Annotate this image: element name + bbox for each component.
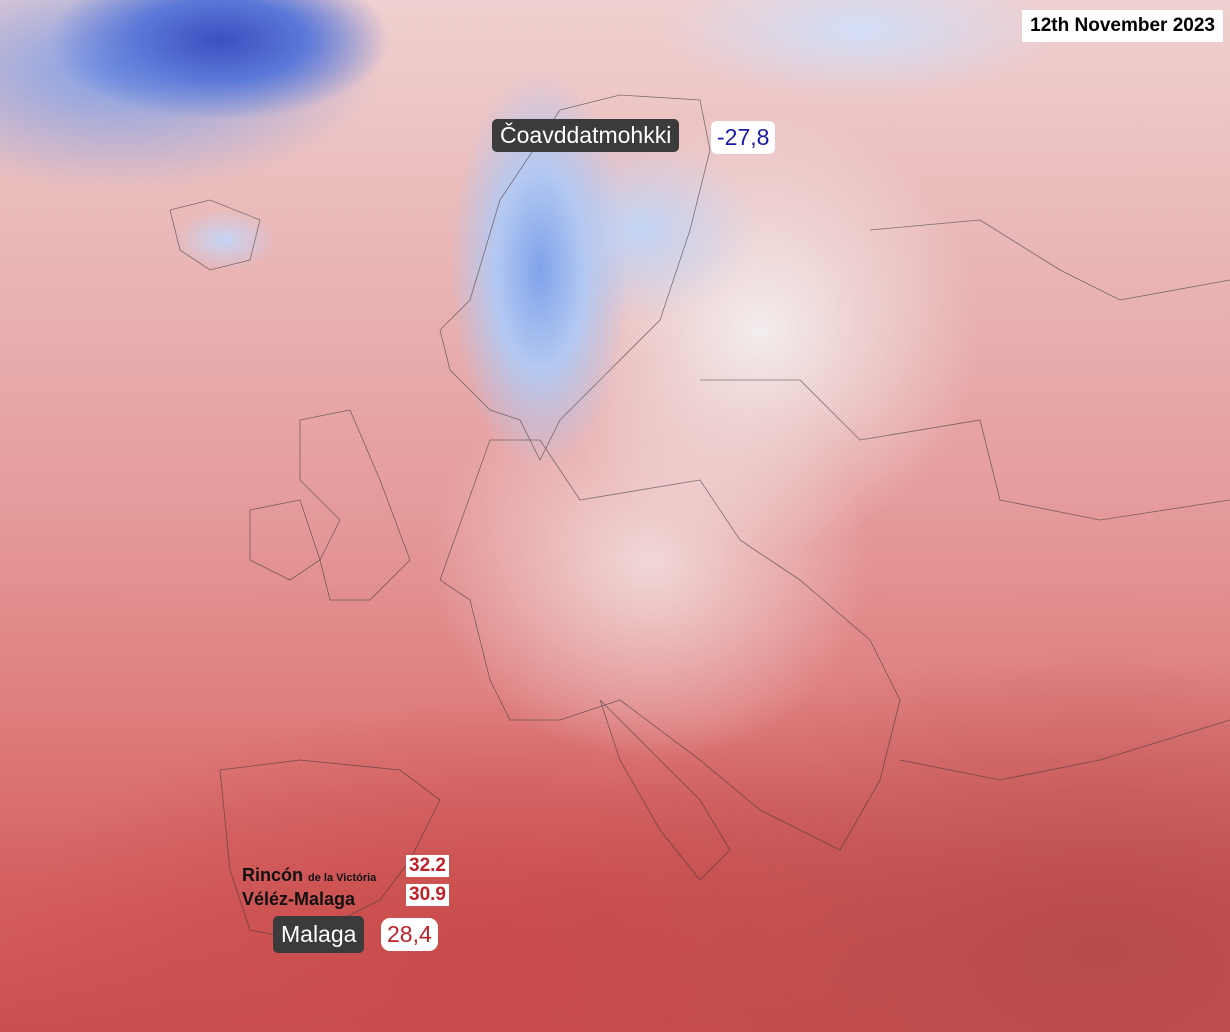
location-label-coldest: Čoavddatmohkki (492, 119, 680, 152)
town-name: Rincón (242, 865, 303, 885)
value-label-malaga: 28,4 (381, 918, 438, 951)
town-label-rincon: Rincón de la Victória (242, 865, 376, 886)
town-label-velez: Véléz-Malaga (242, 889, 356, 909)
value-label-rincon: 32.2 (406, 855, 449, 877)
value-label-coldest: -27,8 (711, 121, 776, 154)
date-label: 12th November 2023 (1022, 10, 1223, 42)
town-name-suffix: de la Victória (308, 872, 377, 884)
location-label-malaga: Malaga (273, 916, 365, 953)
value-label-velez: 30.9 (406, 884, 449, 906)
